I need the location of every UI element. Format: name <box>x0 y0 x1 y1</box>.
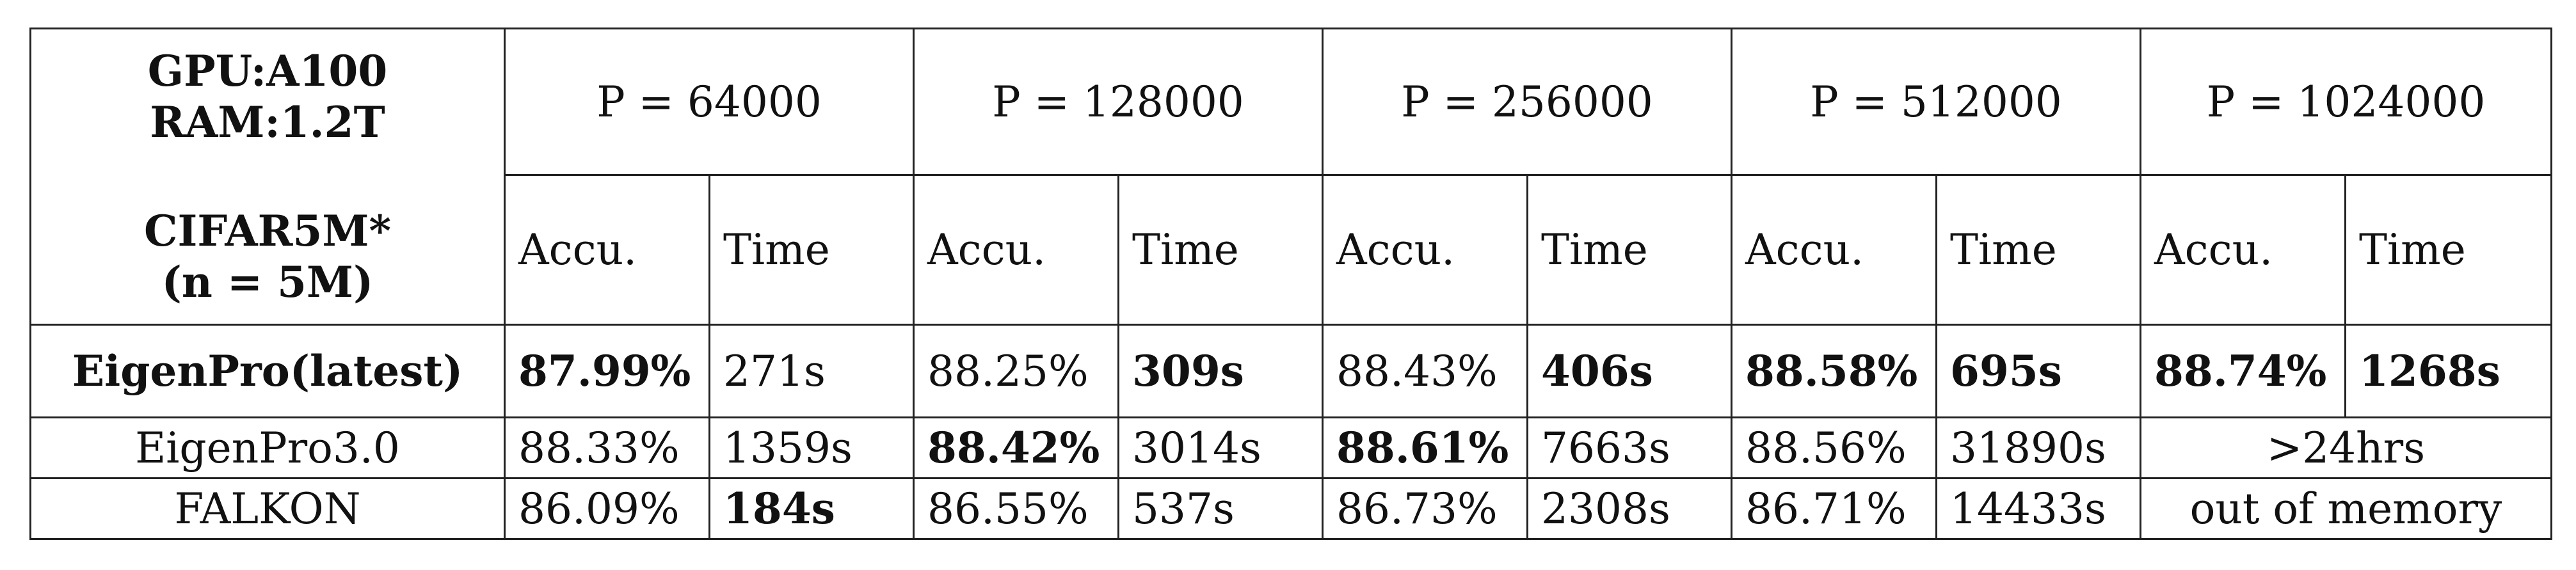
p-header-128000: P = 128000 <box>913 28 1324 176</box>
table-cell: 88.61% <box>1322 416 1528 480</box>
table-cell: 88.33% <box>504 416 710 480</box>
results-table: GPU:A100 RAM:1.2T CIFAR5M* (n = 5M) P = … <box>29 27 2553 540</box>
table-cell: 3014s <box>1117 416 1324 480</box>
method-name: EigenPro(latest) <box>29 324 506 419</box>
time-header: Time <box>2344 173 2553 326</box>
time-header: Time <box>708 173 915 326</box>
table-cell: 537s <box>1117 477 1324 540</box>
accuracy-header: Accu. <box>2140 173 2346 326</box>
accuracy-header: Accu. <box>1322 173 1528 326</box>
table-row: EigenPro(latest) 87.99% 271s 88.25% 309s… <box>29 324 2553 419</box>
table-row: FALKON 86.09% 184s 86.55% 537s 86.73% 23… <box>29 477 2553 540</box>
table-cell: 184s <box>708 477 915 540</box>
table-cell: 31890s <box>1935 416 2141 480</box>
header-row-p: GPU:A100 RAM:1.2T CIFAR5M* (n = 5M) P = … <box>29 27 2553 326</box>
table-cell: 88.58% <box>1731 324 1937 419</box>
table-cell: 86.55% <box>913 477 1119 540</box>
table-cell: 88.25% <box>913 324 1119 419</box>
dataset-label: CIFAR5M* <box>144 206 391 257</box>
table-cell: 695s <box>1935 324 2141 419</box>
p-header-256000: P = 256000 <box>1322 28 1732 176</box>
ram-label: RAM:1.2T <box>150 97 385 148</box>
table-cell: 86.73% <box>1322 477 1528 540</box>
table-cell: 14433s <box>1935 477 2141 540</box>
table-cell: 86.71% <box>1731 477 1937 540</box>
table-cell-span: >24hrs <box>2139 416 2553 480</box>
table-cell: 88.74% <box>2140 324 2346 419</box>
corner-cell: GPU:A100 RAM:1.2T CIFAR5M* (n = 5M) <box>29 27 506 326</box>
p-header-512000: P = 512000 <box>1731 28 2141 176</box>
dataset-size-label: (n = 5M) <box>161 257 374 308</box>
table-cell: 88.56% <box>1731 416 1937 480</box>
p-header-1024000: P = 1024000 <box>2139 28 2553 176</box>
table-cell: 88.43% <box>1322 324 1528 419</box>
table-row: EigenPro3.0 88.33% 1359s 88.42% 3014s 88… <box>29 416 2553 480</box>
accuracy-header: Accu. <box>1731 173 1937 326</box>
table-cell: 406s <box>1526 324 1732 419</box>
table-cell: 2308s <box>1526 477 1732 540</box>
table-cell-span: out of memory <box>2139 477 2553 540</box>
accuracy-header: Accu. <box>504 173 710 326</box>
method-name: FALKON <box>29 477 506 540</box>
table-cell: 87.99% <box>504 324 710 419</box>
table-cell: 1359s <box>708 416 915 480</box>
header-row-metrics: Accu. Time Accu. Time Accu. Time Accu. T… <box>31 173 2553 326</box>
table-cell: 309s <box>1117 324 1324 419</box>
time-header: Time <box>1117 173 1324 326</box>
table-cell: 88.42% <box>913 416 1119 480</box>
table-cell: 7663s <box>1526 416 1732 480</box>
table-cell: 86.09% <box>504 477 710 540</box>
time-header: Time <box>1526 173 1732 326</box>
gpu-label: GPU:A100 <box>147 46 388 97</box>
method-name: EigenPro3.0 <box>29 416 506 480</box>
time-header: Time <box>1935 173 2141 326</box>
table-cell: 271s <box>708 324 915 419</box>
table-cell: 1268s <box>2344 324 2553 419</box>
accuracy-header: Accu. <box>913 173 1119 326</box>
p-header-64000: P = 64000 <box>504 28 915 176</box>
